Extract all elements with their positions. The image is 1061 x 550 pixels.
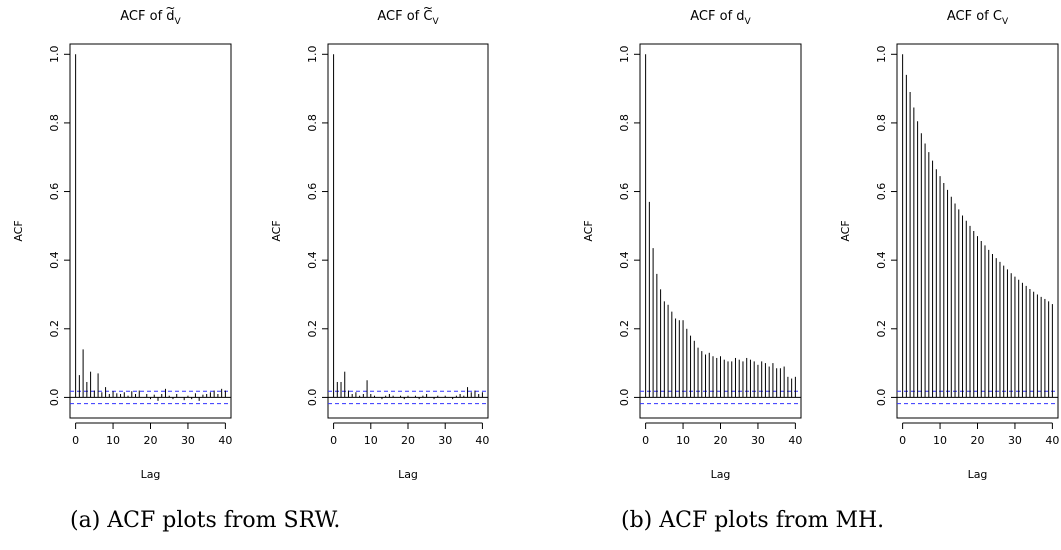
y-tick-label: 0.0	[48, 389, 61, 407]
y-tick-label: 0.6	[48, 183, 61, 201]
caption-srw: (a) ACF plots from SRW.	[70, 508, 341, 533]
chart-title: ACF of CV	[377, 9, 439, 27]
x-tick-label: 40	[1045, 434, 1059, 447]
x-tick-label: 20	[714, 434, 728, 447]
y-tick-label: 0.6	[875, 183, 888, 201]
y-tick-label: 0.4	[618, 251, 631, 269]
x-tick-label: 40	[788, 434, 802, 447]
x-tick-label: 20	[971, 434, 985, 447]
y-tick-label: 0.6	[306, 183, 319, 201]
x-tick-label: 10	[676, 434, 690, 447]
acf-panel-4: ACF of CV ACF Lag 0.0 0.2 0.4 0.6 0.8 1.0 0 10 20 30…	[839, 9, 1059, 481]
y-tick-label: 0.2	[875, 320, 888, 338]
chart-title: ACF of dV	[120, 9, 181, 27]
y-axis-label: ACF	[12, 220, 25, 241]
y-tick-label: 0.8	[48, 114, 61, 132]
plot-frame	[896, 43, 1059, 419]
x-axis-label: Lag	[141, 468, 161, 481]
chart-title-symbol: C	[423, 9, 432, 24]
x-tick-label: 10	[933, 434, 947, 447]
x-tick-label: 30	[1008, 434, 1022, 447]
chart-title-subscript: V	[432, 17, 439, 27]
y-tick-label: 0.6	[618, 183, 631, 201]
x-tick-label: 30	[438, 434, 452, 447]
chart-title: ACF of dV	[690, 9, 751, 27]
x-tick-label: 30	[181, 434, 195, 447]
chart-title-accent: ~	[165, 1, 175, 15]
y-tick-label: 0.0	[306, 389, 319, 407]
acf-panel-1: ACF of dV~ ACF Lag 0.0 0.2 0.4 0.6 0.8 1.0 0 10 20 3…	[12, 1, 232, 481]
y-tick-label: 0.2	[618, 320, 631, 338]
y-tick-label: 1.0	[48, 46, 61, 64]
y-tick-label: 0.4	[48, 251, 61, 269]
x-axis-label: Lag	[968, 468, 988, 481]
chart-title-symbol: d	[166, 9, 174, 24]
y-tick-label: 0.2	[48, 320, 61, 338]
y-axis-label: ACF	[270, 220, 283, 241]
x-tick-label: 20	[401, 434, 415, 447]
y-tick-label: 0.4	[306, 251, 319, 269]
y-tick-label: 0.0	[618, 389, 631, 407]
chart-title-subscript: V	[1002, 17, 1009, 27]
caption-mh: (b) ACF plots from MH.	[621, 508, 885, 533]
x-axis-label: Lag	[398, 468, 418, 481]
x-tick-label: 0	[330, 434, 337, 447]
chart-title-subscript: V	[745, 17, 752, 27]
x-tick-label: 40	[475, 434, 489, 447]
chart-title-main: ACF of	[120, 9, 166, 24]
x-tick-label: 0	[899, 434, 906, 447]
y-tick-label: 1.0	[306, 46, 319, 64]
plot-frame	[327, 43, 489, 419]
x-tick-label: 30	[751, 434, 765, 447]
chart-title-symbol: C	[993, 9, 1002, 24]
plot-frame	[69, 43, 232, 419]
y-tick-label: 1.0	[875, 46, 888, 64]
y-tick-label: 1.0	[618, 46, 631, 64]
chart-title-main: ACF of	[377, 9, 423, 24]
y-tick-label: 0.8	[306, 114, 319, 132]
x-axis-label: Lag	[711, 468, 731, 481]
x-tick-label: 20	[144, 434, 158, 447]
chart-title-accent: ~	[423, 1, 433, 15]
chart-title-symbol: d	[736, 9, 744, 24]
chart-title: ACF of CV	[947, 9, 1009, 27]
y-tick-label: 0.2	[306, 320, 319, 338]
y-tick-label: 0.0	[875, 389, 888, 407]
acf-panel-3: ACF of dV ACF Lag 0.0 0.2 0.4 0.6 0.8 1.0 0 10 20 30…	[582, 9, 802, 481]
x-tick-label: 40	[218, 434, 232, 447]
chart-title-main: ACF of	[690, 9, 736, 24]
x-tick-label: 10	[106, 434, 120, 447]
chart-title-main: ACF of	[947, 9, 993, 24]
y-axis-label: ACF	[582, 220, 595, 241]
y-tick-label: 0.8	[875, 114, 888, 132]
x-tick-label: 10	[364, 434, 378, 447]
y-axis-label: ACF	[839, 220, 852, 241]
y-tick-label: 0.8	[618, 114, 631, 132]
chart-title-subscript: V	[175, 17, 182, 27]
x-tick-label: 0	[72, 434, 79, 447]
y-tick-label: 0.4	[875, 251, 888, 269]
x-tick-label: 0	[642, 434, 649, 447]
plot-frame	[639, 43, 802, 419]
